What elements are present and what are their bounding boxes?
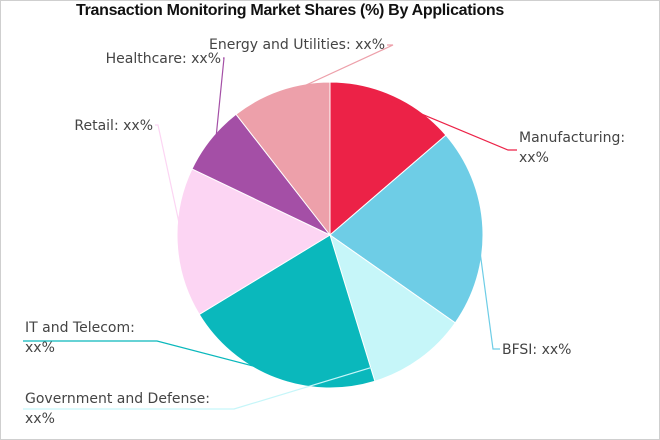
leader-line-manufacturing [391, 100, 517, 151]
slice-labels: Manufacturing: xx% BFSI: xx% Government and… [25, 37, 625, 427]
pie-slice-energy-and-utilities[interactable] [235, 81, 331, 237]
leader-line-government-and-defense [23, 353, 417, 410]
slice-label-energy-and-utilities: Energy and Utilities: xx% [209, 37, 385, 53]
pie-slice-government-and-defense[interactable] [329, 233, 456, 382]
leader-lines [23, 44, 517, 410]
slice-label-it-and-telecom: IT and Telecom: xx% [25, 320, 135, 356]
slice-label-healthcare: Healthcare: xx% [106, 51, 221, 67]
pie-slice-bfsi[interactable] [329, 134, 484, 324]
pie-slice-manufacturing[interactable] [329, 81, 447, 237]
leader-line-bfsi [476, 227, 500, 350]
leader-line-it-and-telecom [23, 340, 278, 373]
pie-slice-it-and-telecom[interactable] [198, 234, 376, 389]
slice-label-bfsi: BFSI: xx% [502, 342, 571, 358]
chart-title: Transaction Monitoring Market Shares (%)… [75, 2, 504, 19]
leader-line-healthcare [214, 57, 225, 143]
slice-label-retail: Retail: xx% [74, 118, 153, 134]
slice-label-government-and-defense: Government and Defense: xx% [25, 391, 210, 427]
pie-slices [176, 81, 484, 389]
leader-line-energy-and-utilities [282, 44, 394, 97]
leader-line-retail [155, 124, 184, 243]
slice-label-manufacturing: Manufacturing: xx% [519, 130, 625, 166]
pie-slice-retail[interactable] [176, 168, 332, 316]
